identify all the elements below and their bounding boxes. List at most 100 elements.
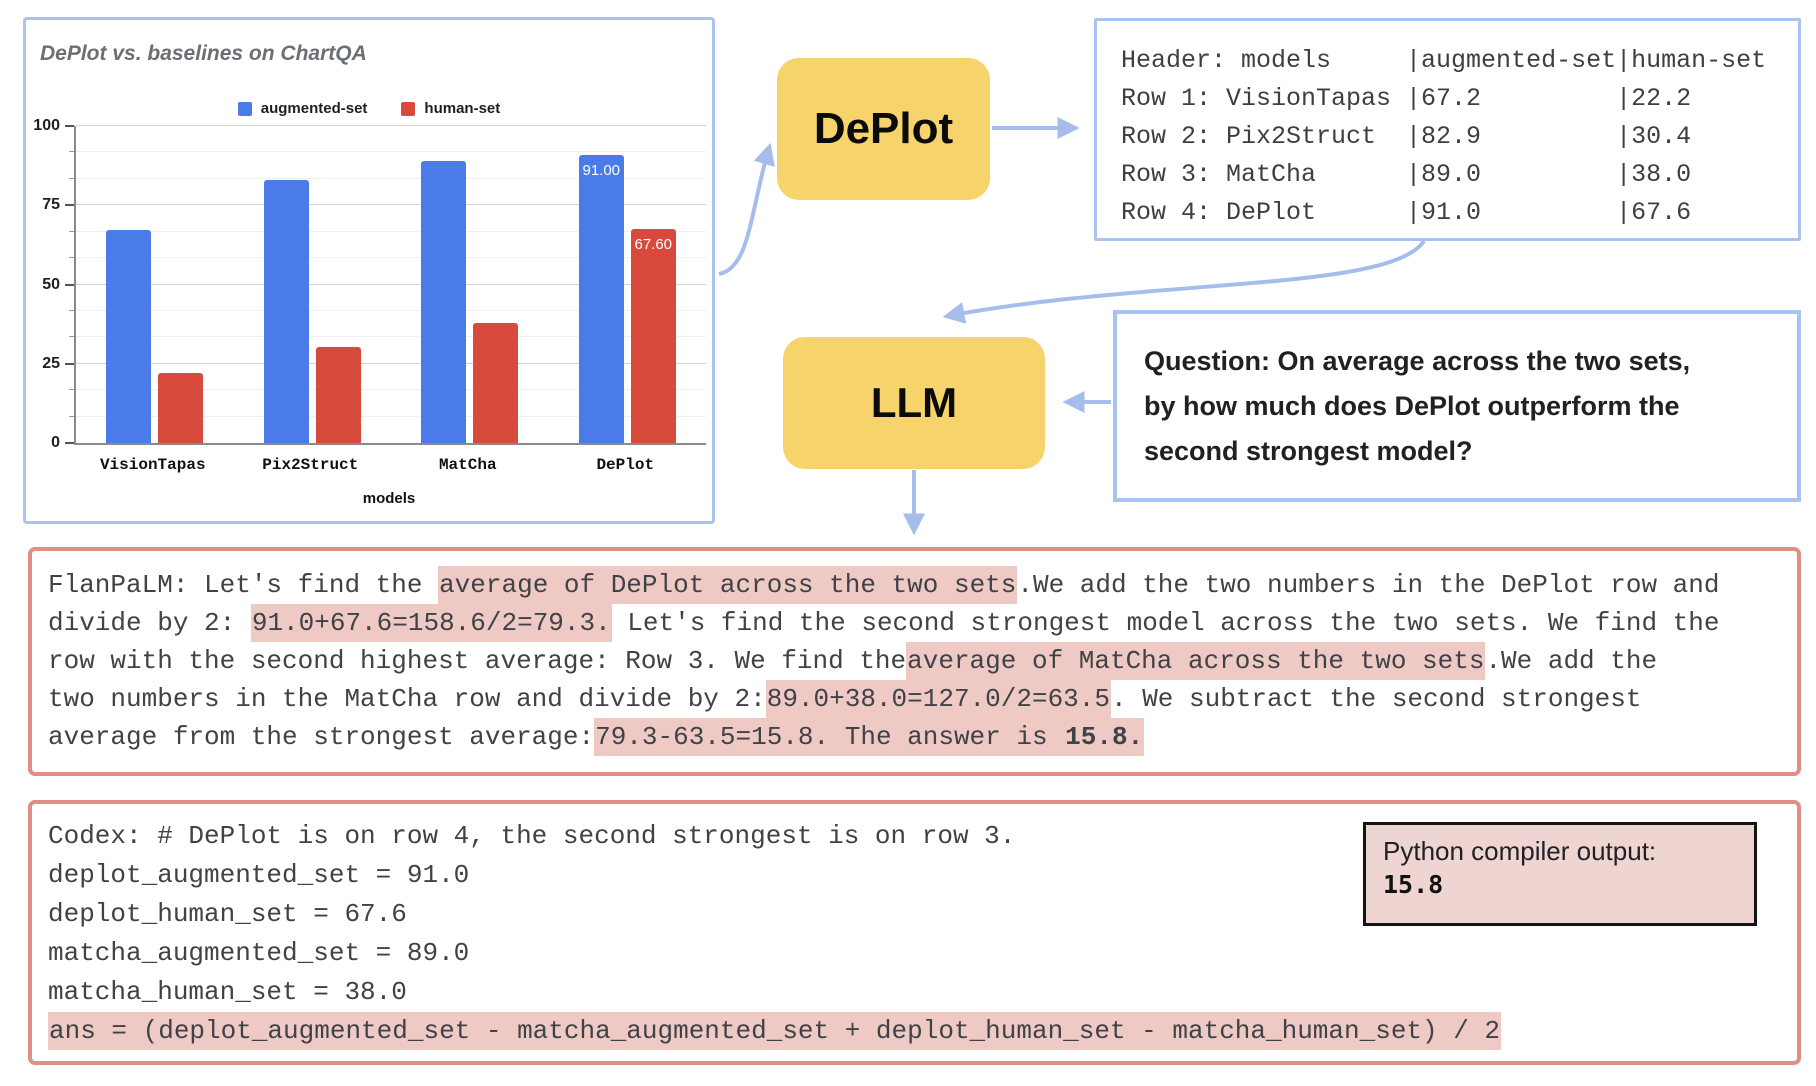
flanpalm-line: two numbers in the MatCha row and divide… — [48, 680, 1797, 718]
minor-gridline — [76, 151, 706, 153]
codex-line: matcha_augmented_set = 89.0 — [48, 934, 1797, 973]
x-tick-label: Pix2Struct — [262, 456, 359, 474]
table-line: Row 4: DePlot |91.0 |67.6 — [1121, 198, 1692, 227]
code-text: deplot_human_set = 67.6 — [48, 899, 407, 929]
y-tick-label: 100 — [33, 117, 60, 134]
minor-gridline — [76, 389, 706, 391]
bar-group — [391, 126, 549, 443]
table-output-box: Header: models |augmented-set|human-set R… — [1094, 18, 1801, 241]
arrow-table-to-llm — [942, 239, 1426, 324]
table-line: Row 3: MatCha |89.0 |38.0 — [1121, 160, 1692, 189]
minor-tick — [69, 230, 74, 232]
major-gridline — [76, 204, 706, 206]
bar-value-label: 91.00 — [582, 161, 621, 179]
major-gridline — [76, 362, 706, 364]
x-tick-label: DePlot — [596, 456, 655, 474]
deplot-node-label: DePlot — [813, 104, 954, 153]
flanpalm-line: FlanPaLM: Let's find the average of DePl… — [48, 566, 1797, 604]
legend-swatch — [237, 101, 252, 116]
major-tick — [65, 125, 74, 127]
bar-human-set: 67.60 — [630, 228, 676, 443]
bar-groups: 91.00 67.60 — [76, 126, 706, 443]
x-axis-title: models — [362, 490, 416, 507]
bar-augmented-set — [106, 229, 152, 443]
minor-tick — [69, 257, 74, 259]
code-text: matcha_augmented_set = 89.0 — [48, 938, 470, 968]
bar-augmented-set — [421, 160, 467, 443]
plain-text: . We subtract the second strongest — [1110, 684, 1642, 714]
flanpalm-box: FlanPaLM: Let's find the average of DePl… — [28, 547, 1801, 776]
major-tick — [65, 204, 74, 207]
highlighted-text: 15.8. — [1064, 718, 1145, 756]
bar-group — [234, 126, 392, 443]
highlighted-text: average of MatCha across the two sets — [906, 642, 1486, 680]
highlighted-text: average of DePlot across the two sets — [438, 566, 1018, 604]
question-line: second strongest model? — [1144, 436, 1473, 466]
flanpalm-line: divide by 2: 91.0+67.6=158.6/2=79.3. Let… — [48, 604, 1797, 642]
minor-gridline — [76, 336, 706, 338]
python-output-label: Python compiler output: — [1383, 836, 1657, 866]
minor-gridline — [76, 257, 706, 259]
y-axis-labels: 0 25 50 75 100 — [32, 117, 68, 451]
minor-gridline — [76, 309, 706, 311]
major-gridline — [76, 125, 706, 126]
major-gridline — [76, 283, 706, 285]
highlighted-code: ans = (deplot_augmented_set - matcha_aug… — [48, 1012, 1502, 1050]
plain-text: two numbers in the MatCha row and divide… — [48, 684, 766, 714]
chart-legend: augmented-set human-set — [26, 100, 712, 117]
llm-node: LLM — [783, 337, 1045, 469]
question-line: Question: On average across the two sets… — [1144, 346, 1691, 376]
y-tick-label: 25 — [42, 354, 60, 372]
minor-tick — [69, 415, 74, 417]
chart-panel: DePlot vs. baselines on ChartQA augmente… — [23, 17, 715, 524]
plain-text: average from the strongest average: — [48, 722, 595, 752]
minor-tick — [69, 309, 74, 311]
codex-line: deplot_augmented_set = 91.0 — [48, 856, 1797, 895]
legend-swatch — [401, 101, 416, 116]
bar-augmented-set — [263, 180, 309, 443]
y-tick-label: 50 — [42, 275, 60, 293]
x-axis-labels: VisionTapas Pix2Struct MatCha DePlot — [74, 456, 704, 474]
highlighted-text: 91.0+67.6=158.6/2=79.3. — [250, 604, 612, 642]
bar-value-label: 67.60 — [634, 235, 673, 253]
codex-line: matcha_human_set = 38.0 — [48, 973, 1797, 1012]
question-line: by how much does DePlot outperform the — [1144, 391, 1680, 421]
flanpalm-line: average from the strongest average:79.3-… — [48, 718, 1797, 756]
major-tick — [65, 442, 74, 444]
plain-text: row with the second highest average: Row… — [48, 646, 907, 676]
chart-plot: 91.00 67.60 — [65, 125, 706, 445]
x-tick-label: VisionTapas — [99, 456, 206, 474]
minor-gridline — [76, 177, 706, 179]
legend-item: augmented-set — [237, 100, 368, 117]
arrow-chart-to-deplot — [718, 142, 775, 276]
legend-label: augmented-set — [260, 100, 368, 117]
table-line: Row 1: VisionTapas |67.2 |22.2 — [1121, 84, 1692, 113]
llm-node-label: LLM — [870, 379, 958, 426]
table-line: Row 2: Pix2Struct |82.9 |30.4 — [1121, 122, 1692, 151]
code-text: matcha_human_set = 38.0 — [48, 977, 407, 1007]
y-tick-label: 0 — [51, 434, 60, 451]
table-line: Header: models |augmented-set|human-set — [1121, 46, 1767, 75]
minor-tick — [69, 336, 74, 338]
legend-label: human-set — [424, 100, 501, 117]
plain-text: Let's find the second strongest model ac… — [611, 608, 1720, 638]
plain-text: .We add the two numbers in the DePlot ro… — [1017, 570, 1720, 600]
bar-human-set — [473, 322, 519, 443]
minor-tick — [69, 177, 74, 179]
plain-text: FlanPaLM: Let's find the — [48, 570, 439, 600]
code-text: Codex: # DePlot is on row 4, the second … — [48, 821, 1016, 851]
legend-item: human-set — [401, 100, 500, 117]
chart-title: DePlot vs. baselines on ChartQA — [40, 42, 367, 65]
codex-line: Codex: # DePlot is on row 4, the second … — [48, 817, 1797, 856]
python-output-box: Python compiler output: 15.8 — [1363, 822, 1757, 926]
bar-group: 91.00 67.60 — [549, 126, 707, 443]
bar-augmented-set: 91.00 — [578, 154, 624, 443]
question-box: Question: On average across the two sets… — [1113, 310, 1801, 502]
y-tick-label: 75 — [42, 196, 60, 214]
code-text: deplot_augmented_set = 91.0 — [48, 860, 470, 890]
bar-group — [76, 126, 234, 443]
x-tick-label: MatCha — [438, 456, 497, 474]
minor-tick — [69, 389, 74, 391]
plain-text: divide by 2: — [48, 608, 251, 638]
